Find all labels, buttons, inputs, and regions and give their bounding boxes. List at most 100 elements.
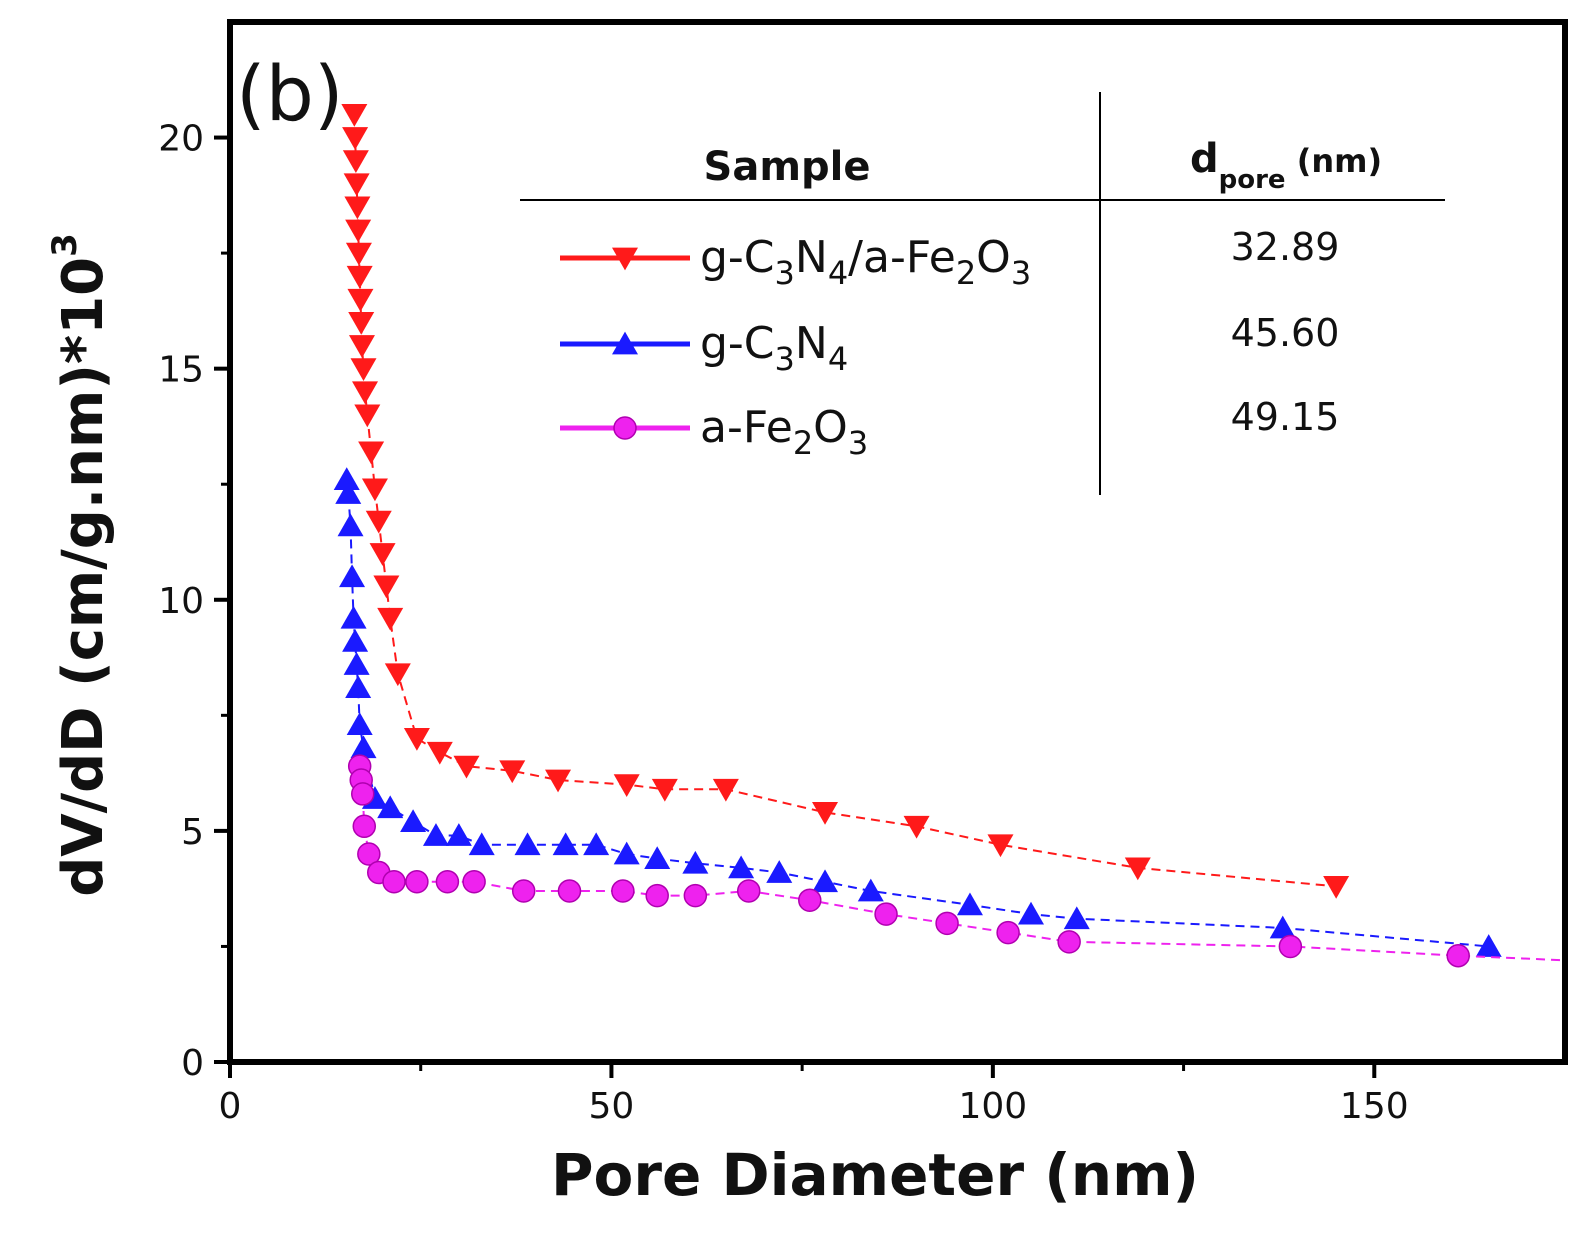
data-point [611, 879, 635, 903]
legend-table: Sample dpore (nm) g-C3N4/a-Fe2O332.89g-C… [520, 92, 1445, 495]
legend-header-unit: (nm) [1286, 142, 1383, 180]
y-axis-title: dV/dD (cm/g.nm)*103 [45, 233, 116, 897]
data-point [613, 841, 640, 865]
legend-header-dpore: dpore (nm) [1190, 136, 1382, 195]
data-point [903, 815, 930, 839]
data-point [499, 760, 526, 784]
legend-label: a-Fe2O3 [700, 402, 868, 462]
series-line [345, 479, 1489, 948]
data-point [345, 242, 372, 266]
data-point [369, 543, 396, 566]
data-point [357, 842, 381, 866]
plot-frame [227, 19, 1568, 1065]
data-point [337, 513, 364, 537]
data-series [333, 104, 1566, 968]
series-line [353, 114, 1337, 888]
data-point [874, 902, 898, 926]
data-point [342, 629, 369, 652]
data-point [426, 741, 453, 765]
data-point [384, 663, 411, 687]
data-point [453, 755, 480, 779]
data-point [644, 846, 671, 870]
data-point [342, 127, 369, 150]
data-point [812, 869, 839, 893]
data-point [645, 883, 669, 908]
data-point [377, 607, 404, 631]
data-point [344, 196, 371, 220]
x-tick-label: 150 [1340, 1086, 1409, 1127]
data-point [358, 441, 385, 465]
data-point [348, 335, 375, 358]
data-point [798, 888, 822, 912]
data-point [333, 467, 360, 490]
data-point [1269, 915, 1296, 939]
data-point [728, 855, 755, 879]
data-point [345, 675, 372, 698]
legend-header-d: d [1190, 136, 1219, 182]
svg-text:dV/dD (cm/g.nm)*103: dV/dD (cm/g.nm)*103 [45, 233, 116, 897]
legend-dpore-value: 49.15 [1231, 395, 1340, 439]
data-point [1278, 934, 1303, 959]
legend-swatch-marker [613, 416, 637, 440]
data-point [405, 869, 429, 894]
data-point [545, 769, 572, 793]
data-point [514, 832, 541, 856]
data-point [341, 104, 368, 127]
series-line [358, 766, 1566, 962]
data-point [400, 809, 427, 833]
panel-label: (b) [236, 49, 344, 138]
data-point [1057, 930, 1081, 954]
legend-swatch-marker [612, 331, 638, 355]
data-point [347, 288, 374, 312]
data-point [996, 920, 1020, 945]
data-point [462, 869, 486, 894]
legend-dpore-value: 32.89 [1231, 225, 1340, 269]
data-point [1063, 906, 1090, 930]
data-point [346, 265, 373, 289]
y-tick-label: 0 [181, 1043, 204, 1084]
data-point [987, 834, 1014, 858]
data-point [377, 795, 404, 819]
data-point [361, 478, 388, 502]
data-point [348, 312, 375, 335]
data-point [339, 564, 366, 588]
data-point [1018, 901, 1044, 925]
data-point [354, 404, 381, 428]
data-point [350, 358, 377, 382]
data-point [613, 774, 640, 798]
data-point [468, 832, 495, 856]
x-tick-label: 0 [219, 1086, 242, 1127]
data-point [956, 892, 983, 916]
y-axis-title-main: dV/dD (cm/g.nm)*10 [51, 257, 116, 897]
data-point [583, 832, 610, 856]
data-point [552, 832, 579, 856]
data-point [766, 860, 793, 883]
data-point [352, 381, 379, 405]
legend-label: g-C3N4/a-Fe2O3 [700, 232, 1031, 292]
data-point [736, 879, 761, 903]
legend-label: g-C3N4 [700, 318, 848, 378]
data-point [422, 823, 449, 846]
data-point [403, 728, 430, 751]
data-point [350, 735, 377, 759]
data-point [340, 605, 367, 629]
data-point [335, 481, 362, 504]
series-1 [333, 467, 1502, 957]
legend-dpore-value: 45.60 [1231, 311, 1340, 355]
y-tick-label: 20 [158, 119, 204, 160]
data-point [435, 869, 460, 894]
data-point [342, 150, 369, 174]
data-point [557, 879, 582, 903]
data-point [382, 869, 406, 894]
data-point [350, 782, 375, 806]
axis-ticks: 0 50 100 150 0 5 10 15 20 [158, 119, 1408, 1127]
data-point [511, 879, 536, 903]
y-tick-label: 5 [181, 812, 204, 853]
data-point [1446, 943, 1470, 968]
data-point [1124, 857, 1151, 881]
x-axis-title: Pore Diameter (nm) [551, 1141, 1199, 1209]
data-point [365, 510, 392, 534]
legend-row: a-Fe2O3 49.15 [560, 395, 1339, 462]
data-point [712, 778, 739, 802]
